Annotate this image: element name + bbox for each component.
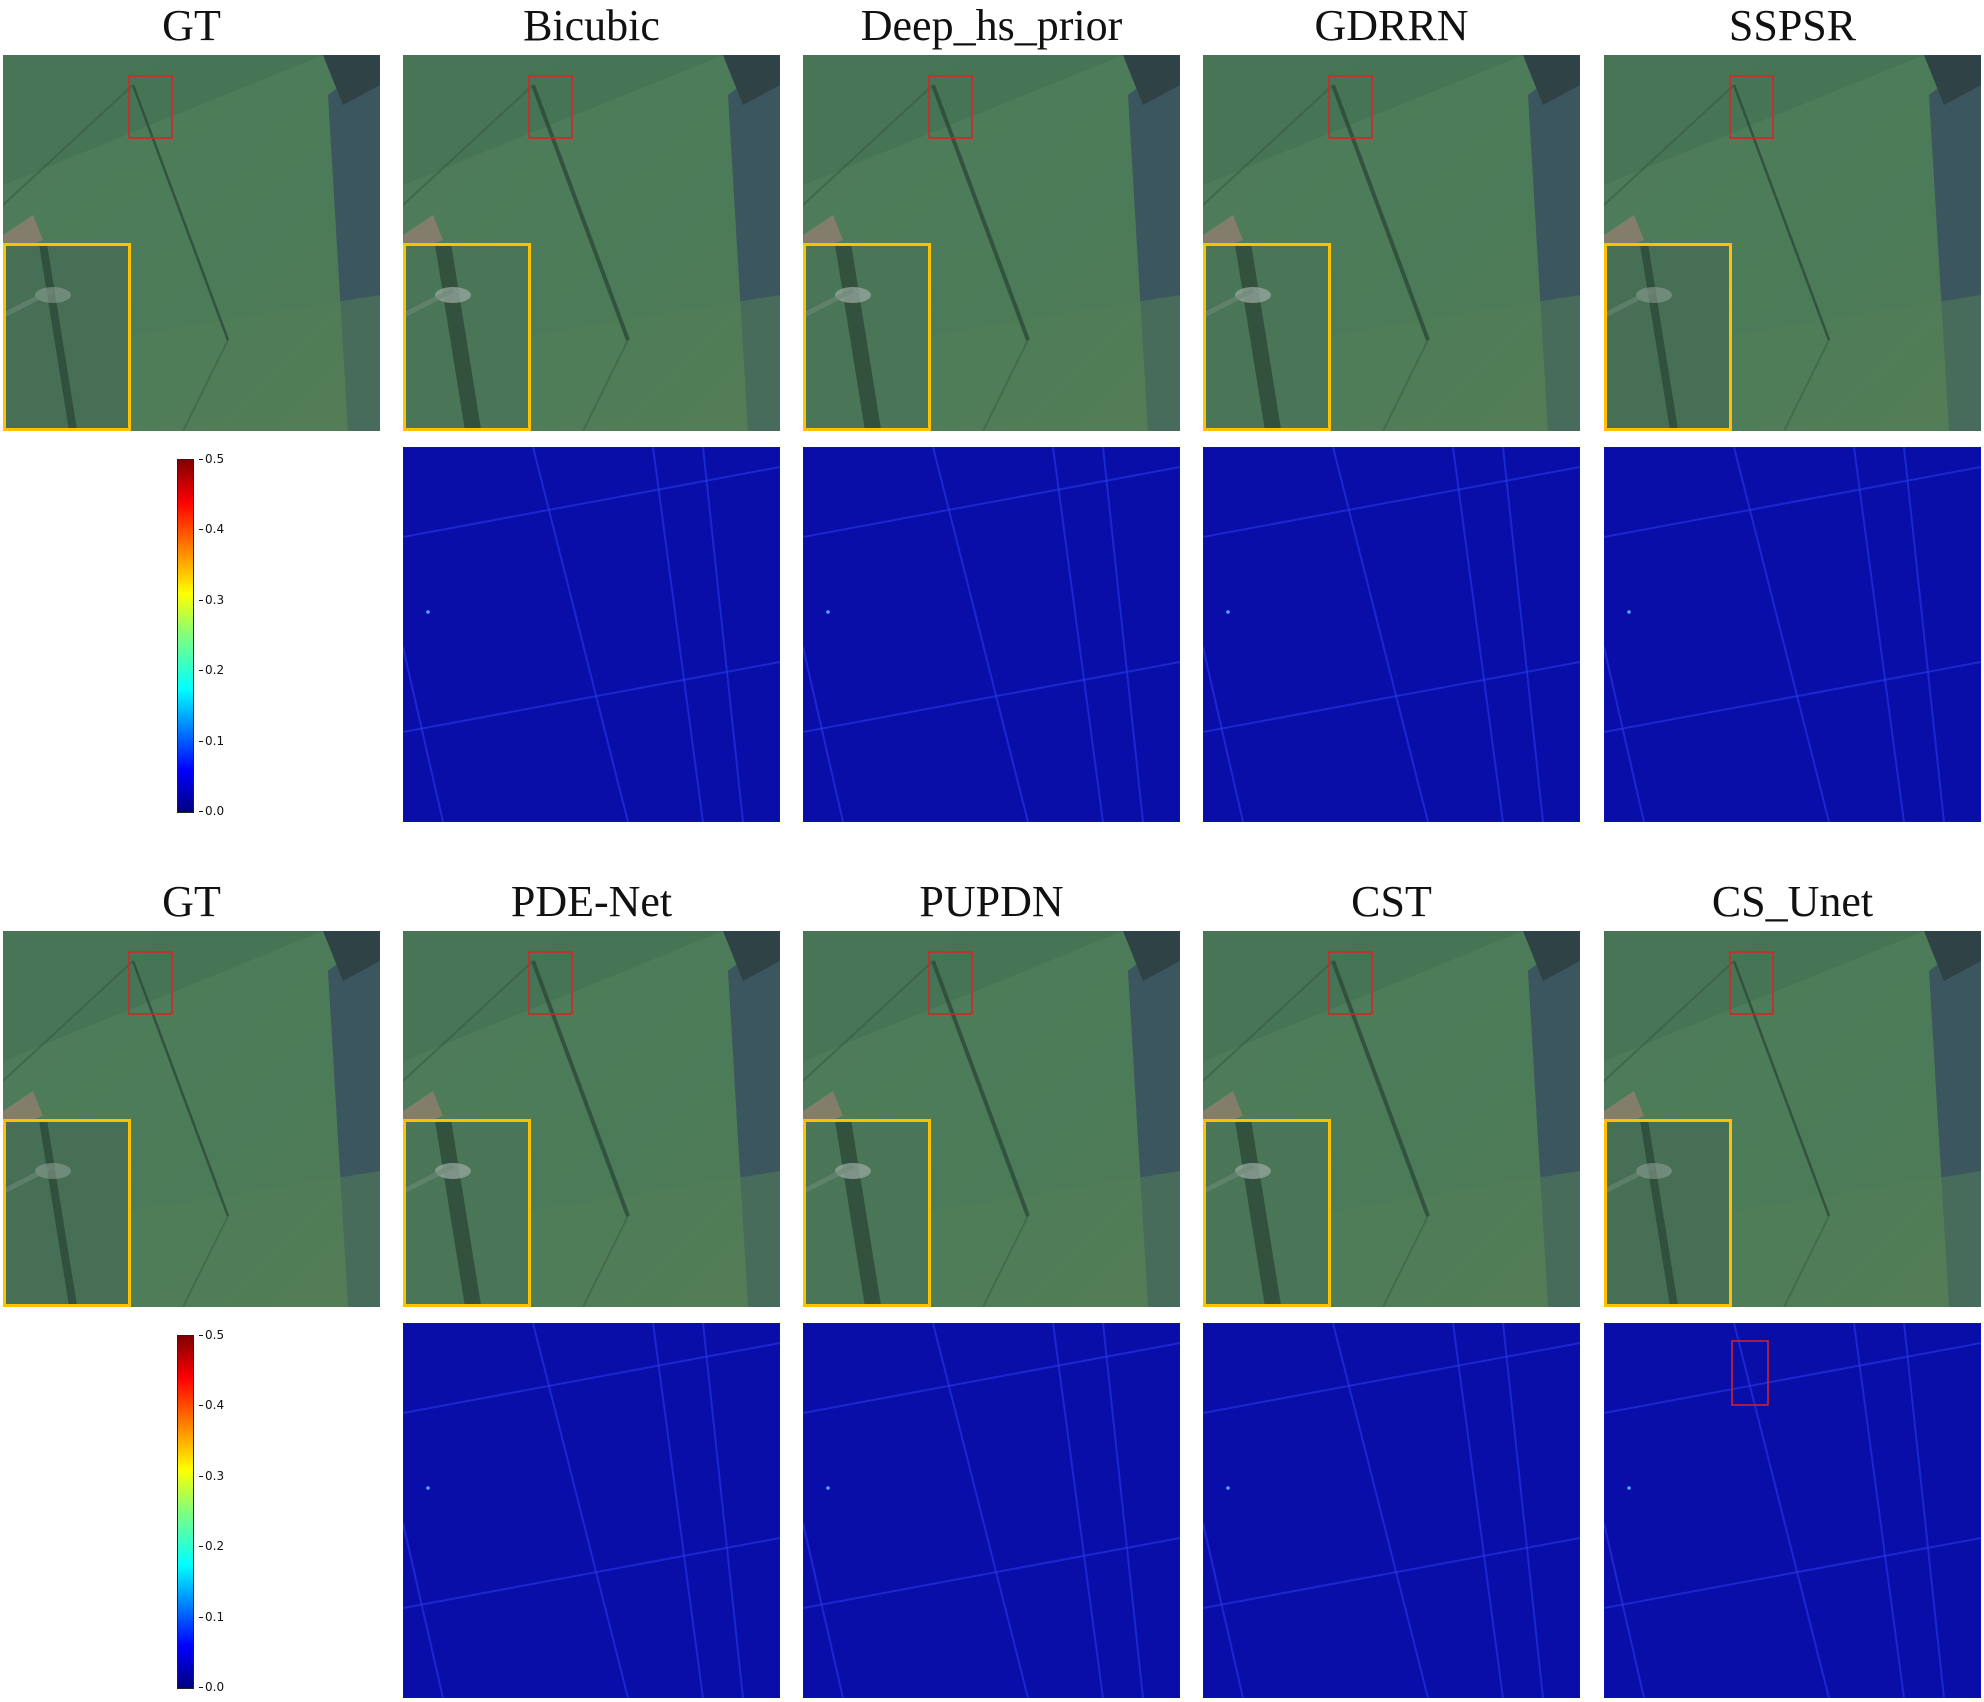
panel-title: GDRRN bbox=[1314, 1, 1469, 50]
colorbar-tick-label: 0.5 bbox=[198, 1328, 225, 1342]
colorbar-tick-label: 0.2 bbox=[198, 663, 225, 678]
error-map bbox=[1203, 447, 1580, 822]
colorbar-tick-label: 0.2 bbox=[198, 1539, 225, 1554]
panel-title: SSPSR bbox=[1728, 1, 1857, 50]
reconstruction-image bbox=[803, 931, 1180, 1307]
error-map bbox=[1604, 1323, 1981, 1698]
reconstruction-image bbox=[403, 931, 780, 1307]
colorbar-tick-label: 0.5 bbox=[198, 452, 225, 466]
panel-title: CS_Unet bbox=[1711, 877, 1874, 926]
panel-title: PDE-Net bbox=[510, 877, 673, 926]
colorbar-tick-label: 0.0 bbox=[198, 1680, 225, 1694]
colorbar bbox=[177, 1335, 194, 1689]
reconstruction-image bbox=[1203, 931, 1580, 1307]
colorbar-tick-label: 0.3 bbox=[198, 592, 225, 607]
reconstruction-image bbox=[3, 55, 380, 431]
panel-title: GT bbox=[162, 877, 221, 926]
colorbar-tick-label: 0.4 bbox=[198, 1398, 225, 1413]
reconstruction-image bbox=[1604, 55, 1981, 431]
reconstruction-image bbox=[3, 931, 380, 1307]
error-map bbox=[1203, 1323, 1580, 1698]
panel-title: CST bbox=[1351, 877, 1432, 926]
reconstruction-image bbox=[803, 55, 1180, 431]
panel-title: GT bbox=[162, 1, 221, 50]
reconstruction-image bbox=[1203, 55, 1580, 431]
colorbar-tick-label: 0.3 bbox=[198, 1468, 225, 1483]
reconstruction-image bbox=[1604, 931, 1981, 1307]
error-map bbox=[803, 1323, 1180, 1698]
error-map bbox=[403, 1323, 780, 1698]
reconstruction-image bbox=[403, 55, 780, 431]
error-map bbox=[403, 447, 780, 822]
panel-title: Bicubic bbox=[523, 1, 660, 50]
error-map bbox=[803, 447, 1180, 822]
panel-title: PUPDN bbox=[919, 877, 1064, 926]
colorbar-tick-label: 0.1 bbox=[198, 1609, 225, 1624]
colorbar-tick-label: 0.4 bbox=[198, 522, 225, 537]
error-map bbox=[1604, 447, 1981, 822]
colorbar-tick-label: 0.1 bbox=[198, 733, 225, 748]
colorbar-tick-label: 0.0 bbox=[198, 804, 225, 818]
colorbar bbox=[177, 459, 194, 813]
panel-title: Deep_hs_prior bbox=[860, 1, 1123, 50]
